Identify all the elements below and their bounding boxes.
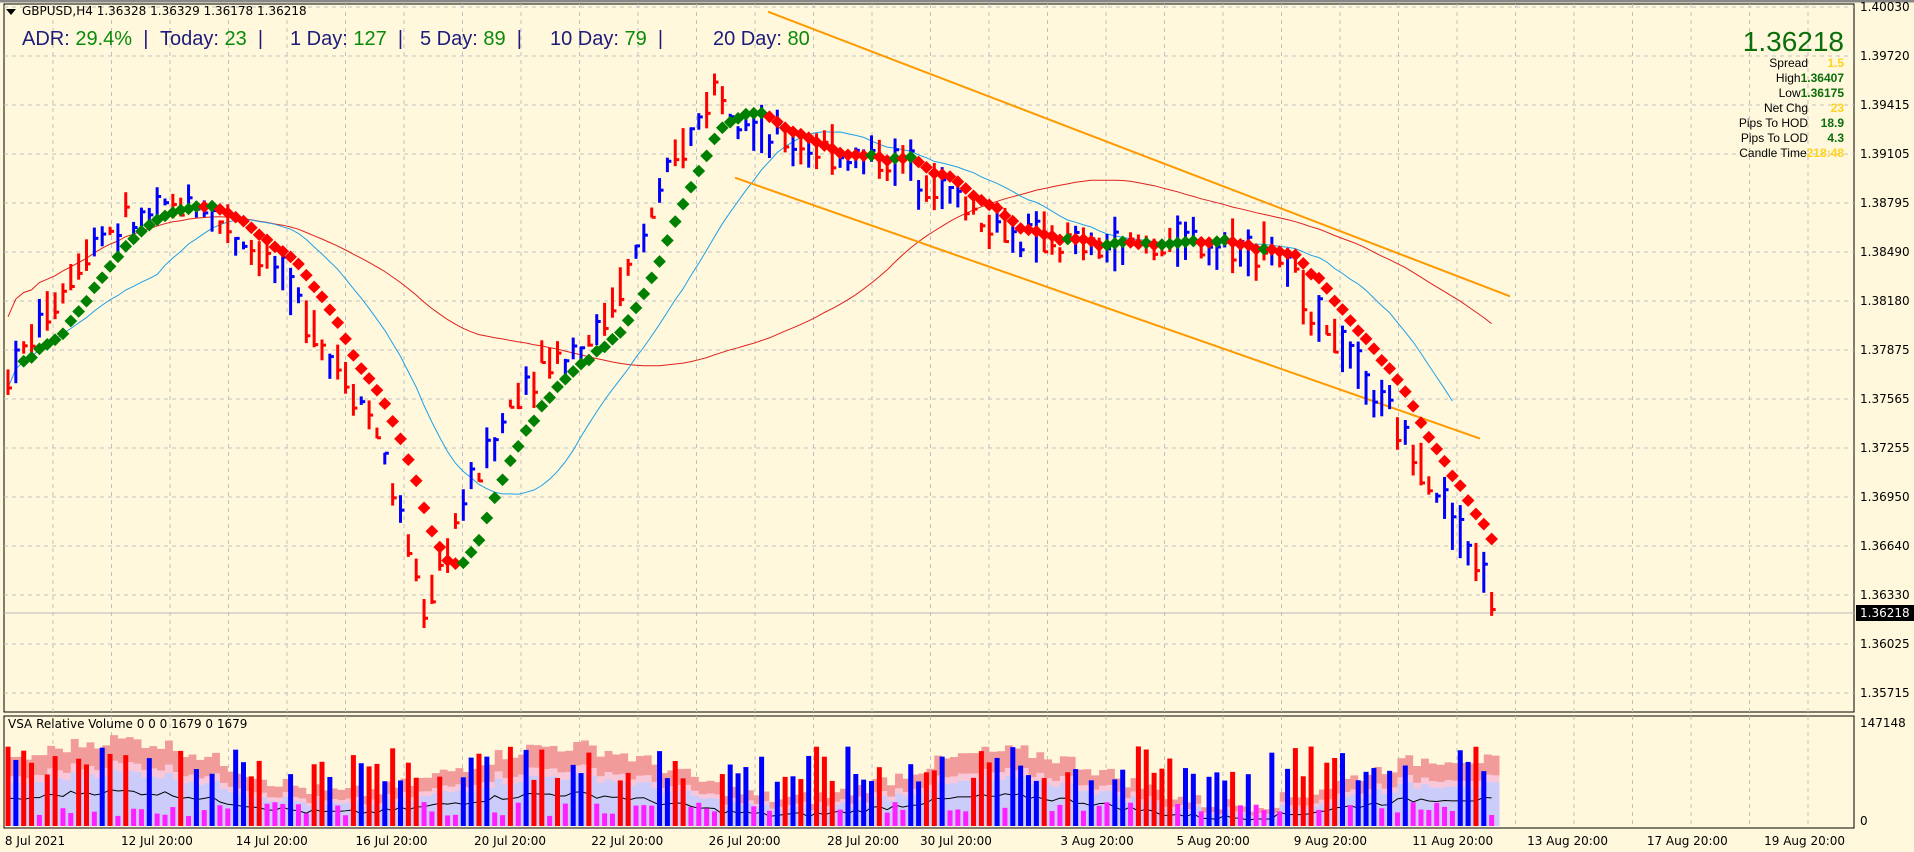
price-tick-label: 1.40030 <box>1860 0 1910 14</box>
adr-value: 80 <box>787 28 810 50</box>
current-price-label: 1.36218 <box>1856 605 1914 621</box>
time-tick-label: 17 Aug 20:00 <box>1646 834 1728 848</box>
info-value: 1.5 <box>1827 56 1844 70</box>
adr-value: 79 <box>624 28 647 50</box>
adr-label: Today: <box>160 28 219 50</box>
adr-value: 29.4% <box>75 28 133 50</box>
channel-upper-line <box>767 10 1511 298</box>
price-tick-label: 1.39720 <box>1860 49 1910 63</box>
info-row: Pips To LOD 4.3 <box>1739 131 1844 146</box>
price-tick-label: 1.37255 <box>1860 441 1910 455</box>
info-row: Pips To HOD 18.9 <box>1739 116 1844 131</box>
adr-item: 10 Day: 79 | <box>550 28 663 51</box>
info-row: Spread 1.5 <box>1739 56 1844 71</box>
info-row: Low1.36175 <box>1739 86 1844 101</box>
info-label: Spread <box>1769 56 1808 70</box>
price-tick-label: 1.37565 <box>1860 392 1910 406</box>
adr-separator: | <box>257 28 264 50</box>
adr-label: 10 Day: <box>550 28 619 50</box>
time-tick-label: 3 Aug 20:00 <box>1060 834 1134 848</box>
time-tick-label: 8 Jul 2021 <box>4 834 66 848</box>
info-value: 218:48 <box>1806 146 1844 160</box>
dropdown-triangle-icon[interactable] <box>6 8 16 15</box>
price-tick-label: 1.38795 <box>1860 196 1910 210</box>
adr-separator: | <box>143 28 149 50</box>
info-row: Candle Time218:48 <box>1739 146 1844 161</box>
price-tick-label: 1.36025 <box>1860 637 1910 651</box>
time-tick-label: 19 Aug 20:00 <box>1764 834 1846 848</box>
price-tick-label: 1.36330 <box>1860 588 1910 602</box>
adr-item: 20 Day: 80 <box>713 28 810 51</box>
time-tick-label: 11 Aug 20:00 <box>1412 834 1494 848</box>
time-tick-label: 30 Jul 20:00 <box>919 834 992 848</box>
symbol-header: GBPUSD,H4 1.36328 1.36329 1.36178 1.3621… <box>6 4 307 18</box>
time-tick-label: 20 Jul 20:00 <box>474 834 546 848</box>
time-tick-label: 9 Aug 20:00 <box>1293 834 1368 848</box>
time-tick-label: 12 Jul 20:00 <box>120 834 193 848</box>
info-label: Candle Time <box>1739 146 1807 160</box>
time-tick-label: 14 Jul 20:00 <box>235 834 308 848</box>
time-tick-label: 22 Jul 20:00 <box>591 834 664 848</box>
price-tick-label: 1.35715 <box>1860 686 1910 700</box>
info-panel: 1.36218 Spread 1.5 High1.36407 Low1.36175 Ne… <box>1739 28 1844 161</box>
price-tick-label: 1.37875 <box>1860 343 1910 357</box>
adr-separator: | <box>516 28 522 50</box>
adr-separator: | <box>657 28 664 50</box>
time-tick-label: 5 Aug 20:00 <box>1176 834 1250 848</box>
adr-value: 89 <box>483 28 506 50</box>
current-price: 1.36218 <box>1742 26 1844 57</box>
adr-item: ADR: 29.4% | <box>22 28 148 51</box>
price-tick-label: 1.36640 <box>1860 539 1910 553</box>
adr-value: 127 <box>353 28 387 50</box>
adr-value: 23 <box>224 28 247 50</box>
info-value: 1.36407 <box>1800 71 1844 85</box>
info-row: Net Chg 23 <box>1739 101 1844 116</box>
volume-max-label: 147148 <box>1860 716 1906 730</box>
price-tick-label: 1.39105 <box>1860 147 1910 161</box>
channel-lower-line <box>734 176 1481 440</box>
adr-item: 5 Day: 89 | <box>420 28 522 51</box>
symbol-ohlc: GBPUSD,H4 1.36328 1.36329 1.36178 1.3621… <box>22 4 307 18</box>
adr-label: 5 Day: <box>420 28 478 50</box>
info-value: 4.3 <box>1827 131 1844 145</box>
adr-label: 20 Day: <box>713 28 782 50</box>
info-value: 23 <box>1830 101 1844 115</box>
info-value: 18.9 <box>1820 116 1844 130</box>
info-row: High1.36407 <box>1739 71 1844 86</box>
time-tick-label: 26 Jul 20:00 <box>708 834 781 848</box>
adr-label: 1 Day: <box>290 28 348 50</box>
info-label: Low <box>1778 86 1801 100</box>
time-tick-label: 28 Jul 20:00 <box>827 834 900 848</box>
price-tick-label: 1.38180 <box>1860 294 1910 308</box>
adr-label: ADR: <box>22 28 70 50</box>
adr-separator: | <box>397 28 404 50</box>
time-tick-label: 13 Aug 20:00 <box>1527 834 1609 848</box>
info-label: Pips To HOD <box>1738 116 1808 130</box>
time-tick-label: 16 Jul 20:00 <box>355 834 428 848</box>
adr-item: Today: 23 | <box>160 28 263 51</box>
fast-ma-line <box>7 131 1453 495</box>
info-value: 1.36175 <box>1800 86 1844 100</box>
adr-item: 1 Day: 127 | <box>290 28 403 51</box>
price-tick-label: 1.36950 <box>1860 490 1910 504</box>
price-tick-label: 1.39415 <box>1860 98 1910 112</box>
slow-ma-line <box>7 179 1492 367</box>
price-tick-label: 1.38490 <box>1860 245 1910 259</box>
volume-indicator-label: VSA Relative Volume 0 0 0 1679 0 1679 <box>8 717 248 731</box>
volume-min-label: 0 <box>1860 814 1868 828</box>
info-label: Pips To LOD <box>1740 131 1808 145</box>
info-label: Net Chg <box>1763 101 1808 115</box>
info-label: High <box>1775 71 1801 85</box>
